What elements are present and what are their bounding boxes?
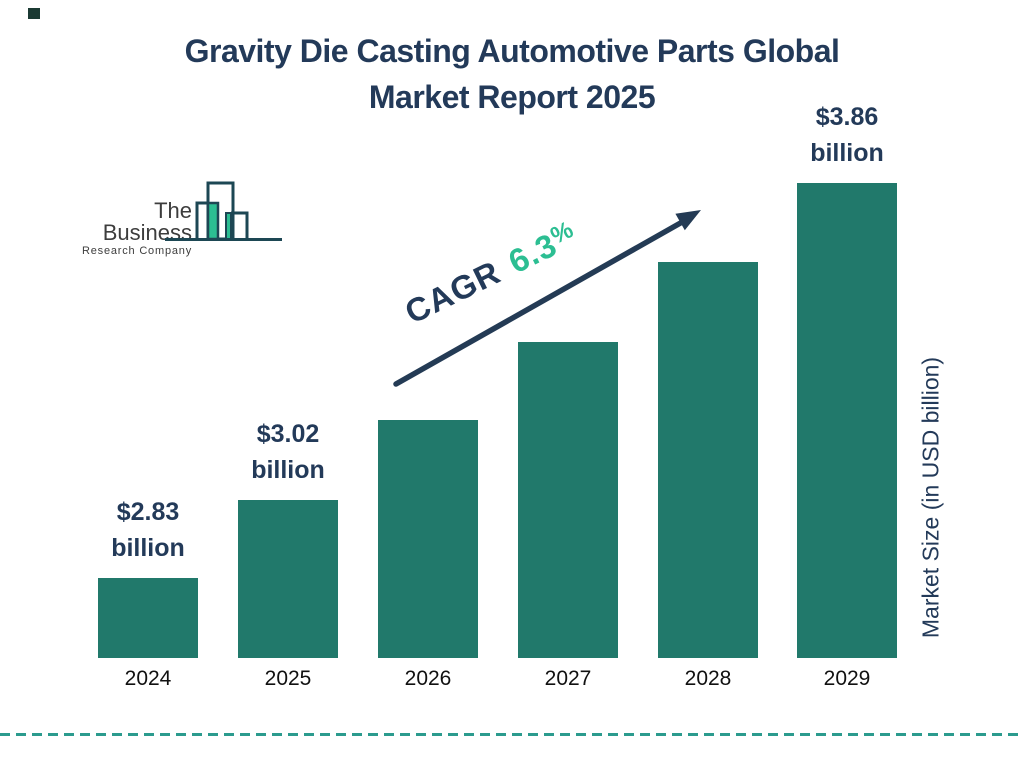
company-logo: The Business Research Company [60, 178, 290, 257]
y-axis-title: Market Size (in USD billion) [917, 356, 944, 639]
bar-2024: 2024 $2.83 billion [98, 498, 198, 690]
x-tick-label-2029: 2029 [823, 667, 871, 690]
x-tick-label-2026: 2026 [404, 667, 452, 690]
value-unit: billion [111, 534, 185, 562]
x-tick-label-2028: 2028 [684, 667, 732, 690]
logo-text-secondary: Research Company [81, 245, 192, 257]
report-title-line1: Gravity Die Casting Automotive Parts Glo… [184, 33, 840, 69]
value-label-2025: $3.02 billion [213, 416, 363, 488]
value-label-2029: $3.86 billion [772, 99, 922, 171]
value-unit: billion [810, 139, 884, 167]
value-label-2024: $2.83 billion [73, 494, 223, 566]
x-tick-label-2025: 2025 [264, 667, 312, 690]
x-tick-label-2024: 2024 [124, 667, 172, 690]
bar-2026: 2026 [378, 420, 478, 690]
bar-2027: 2027 [518, 342, 618, 690]
value-amount: $3.02 [256, 420, 320, 448]
value-amount: $3.86 [815, 103, 879, 131]
bar-2025: 2025 $3.02 billion [238, 420, 338, 690]
bar-2029: 2029 $3.86 billion [797, 103, 897, 690]
value-unit: billion [251, 456, 325, 484]
x-tick-label-2027: 2027 [544, 667, 592, 690]
bar-2028: 2028 [658, 262, 758, 690]
report-title-line2: Market Report 2025 [368, 79, 656, 115]
report-title: Gravity Die Casting Automotive Parts Glo… [0, 28, 1024, 120]
logo-bars-icon [165, 181, 282, 241]
value-amount: $2.83 [116, 498, 180, 526]
corner-mark [28, 8, 40, 19]
